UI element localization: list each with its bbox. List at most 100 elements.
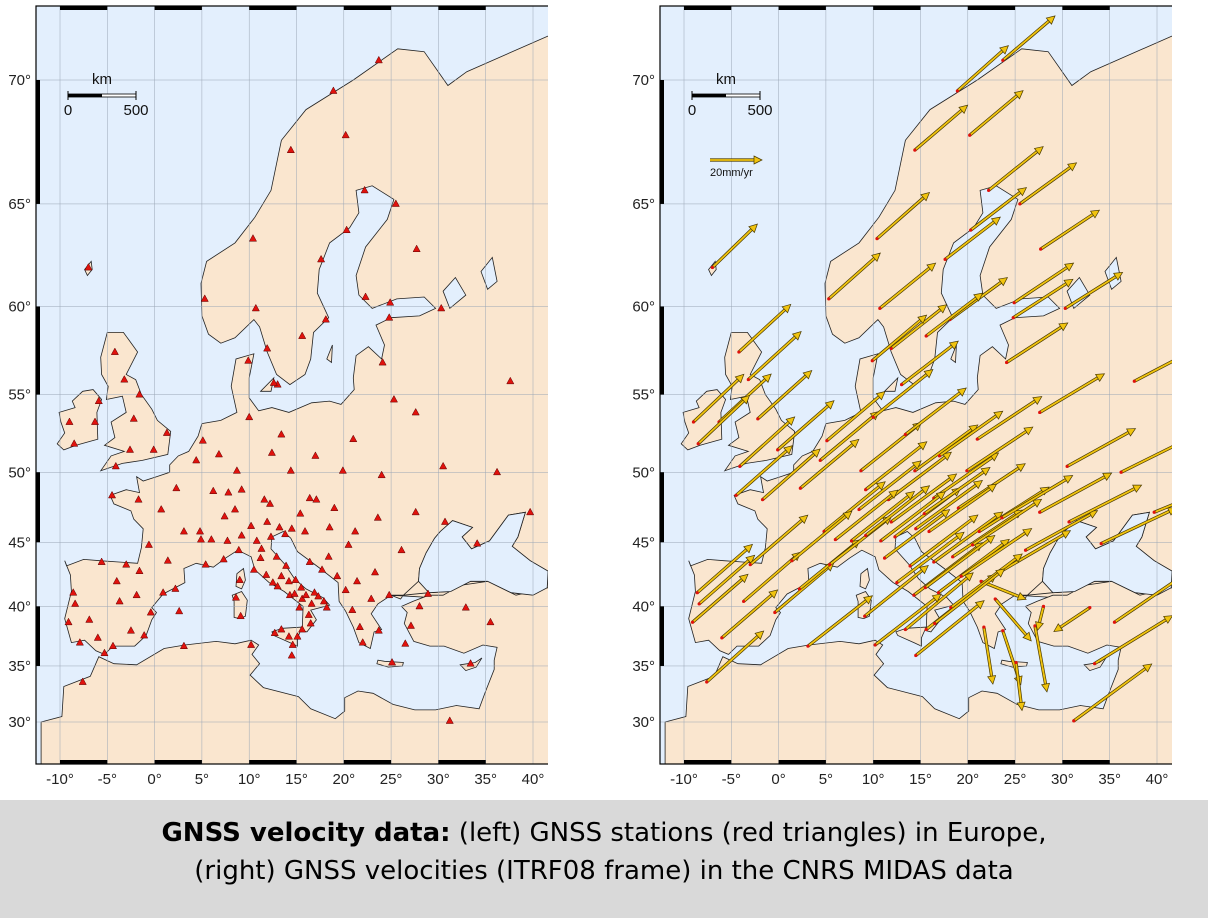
velocity-arrow-head bbox=[1013, 90, 1024, 100]
lon-tick-label: 30° bbox=[1051, 771, 1074, 788]
scale-min-label: 0 bbox=[688, 102, 696, 119]
velocity-arrow-head bbox=[875, 391, 886, 401]
station-triangle bbox=[423, 589, 433, 597]
lon-tick-label: 10° bbox=[238, 771, 261, 788]
station-triangle bbox=[110, 347, 119, 355]
station-triangle bbox=[122, 560, 131, 568]
velocity-arrow-shaft bbox=[1113, 582, 1172, 624]
station-triangle bbox=[361, 292, 370, 300]
velocity-arrow-head bbox=[911, 460, 922, 470]
station-triangle bbox=[293, 632, 302, 640]
velocity-arrow-head bbox=[948, 340, 959, 350]
velocity-arrow-shaft bbox=[1019, 166, 1071, 205]
station-triangle bbox=[256, 553, 265, 561]
station-triangle bbox=[461, 603, 470, 611]
station-dot bbox=[1067, 520, 1071, 524]
velocity-arrow-head bbox=[842, 510, 853, 521]
velocity-arrow-shaft bbox=[914, 109, 963, 151]
velocity-arrow-shaft bbox=[960, 532, 1026, 577]
station-triangle bbox=[277, 624, 286, 633]
velocity-arrow-head bbox=[905, 490, 916, 501]
station-triangle bbox=[486, 617, 495, 626]
station-triangle bbox=[439, 461, 448, 470]
station-triangle bbox=[115, 596, 124, 605]
station-triangle bbox=[298, 331, 307, 339]
land-mass bbox=[326, 344, 333, 364]
lon-tick-label: 15° bbox=[285, 771, 308, 788]
velocity-arrow-shaft bbox=[1153, 503, 1172, 514]
station-triangle bbox=[140, 630, 149, 639]
station-triangle bbox=[252, 536, 261, 544]
land-mass bbox=[64, 35, 548, 655]
station-triangle bbox=[157, 504, 166, 513]
lon-tick-label: 30° bbox=[427, 771, 450, 788]
station-dot bbox=[912, 593, 916, 597]
velocity-arrow-shaft bbox=[970, 191, 1021, 231]
station-triangle bbox=[360, 185, 369, 194]
station-triangle bbox=[200, 294, 209, 302]
reference-arrow-label: 20mm/yr bbox=[710, 167, 753, 179]
station-dot bbox=[760, 498, 765, 502]
station-triangle bbox=[300, 526, 310, 535]
station-dot bbox=[968, 133, 972, 137]
station-dot bbox=[903, 627, 907, 632]
velocity-arrow-shaft bbox=[865, 445, 922, 491]
velocity-arrow-shaft bbox=[698, 559, 750, 605]
station-dot bbox=[720, 636, 724, 640]
station-dot bbox=[818, 458, 822, 463]
station-dot bbox=[969, 228, 973, 232]
station-triangle bbox=[314, 591, 323, 600]
velocity-arrow-head bbox=[1040, 682, 1050, 693]
station-triangle bbox=[179, 526, 188, 535]
velocity-arrow-head bbox=[1060, 530, 1072, 539]
lat-tick-label: 70° bbox=[632, 72, 655, 89]
land-mass bbox=[40, 580, 548, 764]
station-triangle bbox=[386, 298, 395, 306]
station-dot bbox=[965, 469, 969, 473]
station-dot bbox=[924, 334, 928, 338]
velocity-arrow-shaft bbox=[874, 598, 936, 646]
station-triangle bbox=[125, 445, 135, 453]
velocity-arrow-head bbox=[791, 331, 802, 341]
velocity-arrow-head bbox=[1063, 278, 1074, 288]
velocity-arrow-shaft bbox=[879, 267, 930, 310]
velocity-arrow-head bbox=[745, 554, 756, 565]
station-dot bbox=[899, 383, 904, 387]
lon-tick-label: 5° bbox=[195, 771, 209, 788]
station-triangle bbox=[288, 640, 297, 648]
velocity-arrow-shaft bbox=[1006, 326, 1062, 364]
velocity-arrow-head bbox=[1012, 553, 1023, 563]
station-triangle bbox=[263, 517, 272, 525]
station-triangle bbox=[411, 407, 420, 416]
lon-tick-label: 40° bbox=[1146, 771, 1169, 788]
station-triangle bbox=[348, 605, 357, 613]
station-triangle bbox=[231, 593, 240, 601]
velocity-arrow-head bbox=[1113, 271, 1124, 281]
lat-tick-label: 55° bbox=[8, 387, 31, 404]
velocity-arrow-head bbox=[926, 262, 937, 272]
station-triangle bbox=[377, 470, 386, 479]
velocity-arrow-head bbox=[987, 675, 997, 685]
lat-tick-label: 60° bbox=[632, 298, 655, 315]
lon-tick-label: 20° bbox=[956, 771, 979, 788]
lon-tick-label: 0° bbox=[147, 771, 161, 788]
velocity-arrow-shaft bbox=[864, 569, 923, 617]
velocity-arrow-head bbox=[972, 480, 984, 490]
station-triangle bbox=[64, 617, 73, 626]
station-triangle bbox=[85, 615, 94, 623]
velocity-arrow-shaft bbox=[956, 50, 1004, 92]
velocity-arrow-shaft bbox=[721, 594, 773, 639]
station-triangle bbox=[441, 517, 450, 525]
station-triangle bbox=[236, 611, 245, 620]
station-triangle bbox=[306, 618, 315, 627]
velocity-arrow-head bbox=[985, 535, 996, 545]
station-triangle bbox=[144, 540, 153, 548]
station-dot bbox=[773, 610, 777, 615]
velocity-arrow-shaft bbox=[904, 577, 968, 631]
water-body bbox=[442, 276, 467, 310]
station-dot bbox=[833, 537, 837, 542]
station-triangle bbox=[358, 638, 367, 646]
land-mass bbox=[664, 580, 1172, 764]
station-triangle bbox=[411, 507, 420, 516]
velocity-arrow-head bbox=[1016, 592, 1027, 601]
